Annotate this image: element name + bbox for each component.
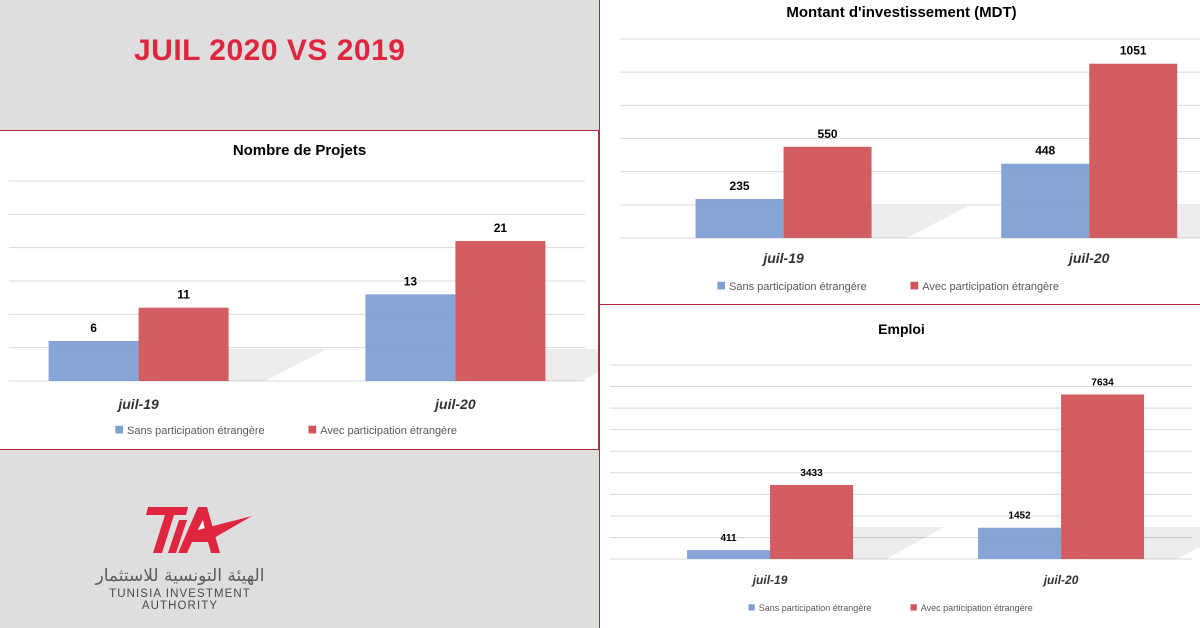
bar-emploi-1-0 (978, 527, 1062, 559)
category-label: juil-19 (116, 396, 159, 412)
bar-emploi-1-1 (1061, 394, 1145, 559)
legend-label: Sans participation étrangère (729, 281, 867, 293)
chart-svg-projets: Nombre de Projets 6 11 juil-19 13 21 juil-20 Sa… (9, 142, 598, 437)
legend-label: Avec participation étrangère (320, 425, 457, 437)
bar-investissement-0-1 (783, 146, 872, 238)
bar-value-label: 11 (177, 288, 190, 302)
legend-swatch (308, 425, 317, 434)
legend-label: Sans participation étrangère (127, 425, 265, 437)
bar-value-label: 1051 (1120, 44, 1147, 58)
bar-emploi-0-0 (687, 550, 771, 559)
bar-value-label: 411 (720, 533, 737, 544)
chart-title: Montant d'investissement (MDT) (786, 4, 1016, 21)
category-label: juil-20 (1042, 573, 1079, 587)
logo-english-text: TUNISIA INVESTMENT AUTHORITY (109, 588, 251, 612)
bar-value-label: 1452 (1008, 511, 1031, 522)
bar-value-label: 13 (404, 274, 418, 288)
page-title: JUIL 2020 VS 2019 (134, 34, 406, 67)
bar-investissement-1-1 (1089, 63, 1178, 238)
category-label: juil-20 (433, 396, 476, 412)
category-label: juil-20 (1067, 250, 1110, 266)
category-label: juil-19 (761, 250, 804, 266)
category-label: juil-19 (751, 573, 788, 587)
legend-swatch (717, 281, 726, 290)
chart-panel-projets: Nombre de Projets 6 11 juil-19 13 21 juil-20 Sa… (0, 130, 599, 450)
bar-value-label: 6 (90, 321, 97, 335)
bar-value-label: 235 (730, 179, 750, 193)
bar-value-label: 7634 (1091, 377, 1114, 388)
logo-arabic-text: الهيئة التونسية للاستثمار (95, 566, 265, 586)
chart-panel-investissement: Montant d'investissement (MDT) 235 550 juil… (599, 0, 1200, 306)
bar-projets-0-1 (138, 307, 229, 381)
chart-title: Nombre de Projets (233, 142, 366, 159)
bar-projets-1-0 (365, 294, 456, 381)
legend-label: Avec participation étrangère (922, 281, 1059, 293)
legend-label: Sans participation étrangère (759, 603, 872, 613)
bar-investissement-0-0 (695, 199, 784, 238)
bar-emploi-0-1 (770, 484, 854, 559)
tia-logo (146, 507, 252, 553)
bar-investissement-1-0 (1001, 163, 1090, 238)
legend-swatch (115, 425, 124, 434)
chart-panel-emploi: Emploi 411 3433 juil-19 1452 7634 juil-20 Sans … (599, 304, 1200, 628)
legend-swatch (910, 281, 919, 290)
bar-projets-0-0 (48, 341, 139, 381)
bar-value-label: 448 (1035, 144, 1055, 158)
legend-swatch (910, 604, 917, 611)
bar-value-label: 21 (494, 221, 508, 235)
legend-label: Avec participation étrangère (921, 603, 1033, 613)
chart-svg-emploi: Emploi 411 3433 juil-19 1452 7634 juil-20 Sans … (610, 321, 1200, 613)
bar-value-label: 550 (818, 127, 838, 141)
legend-swatch (748, 604, 755, 611)
chart-title: Emploi (878, 321, 925, 337)
bar-projets-1-1 (455, 241, 546, 381)
chart-svg-investissement: Montant d'investissement (MDT) 235 550 juil… (620, 4, 1200, 293)
bar-value-label: 3433 (800, 468, 823, 479)
